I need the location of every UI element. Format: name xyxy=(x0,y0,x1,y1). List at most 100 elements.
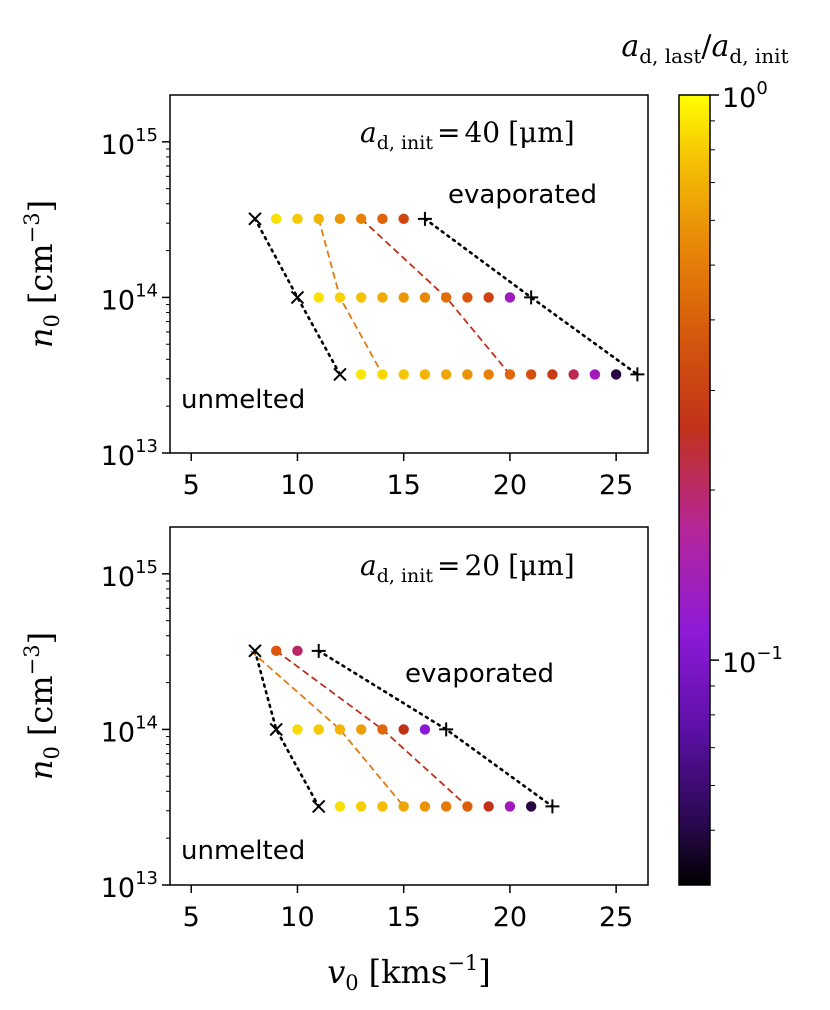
y-tick-label: 1014 xyxy=(101,712,158,748)
x-axis-label: v0 [kms−1] xyxy=(327,951,491,995)
bottom-y-ticks: 1013 1014 1015 xyxy=(101,557,170,904)
bottom-y-axis-label: n0[cm−3] xyxy=(20,632,64,780)
data-point xyxy=(504,369,516,380)
data-point xyxy=(419,369,431,380)
data-point xyxy=(292,645,303,657)
top-data-points xyxy=(271,213,622,380)
x-tick-label: 15 xyxy=(387,902,421,933)
bottom-unmelted-label: unmelted xyxy=(181,836,305,866)
top-evaporated-label: evaporated xyxy=(448,180,597,210)
data-point xyxy=(377,213,388,225)
top-boundary-markers xyxy=(248,211,645,382)
data-point xyxy=(334,801,346,812)
data-point xyxy=(483,369,494,380)
top-plot-frame xyxy=(169,94,649,454)
data-point xyxy=(462,369,473,380)
bottom-evaporated-label: evaporated xyxy=(405,659,554,689)
contour-line-0 xyxy=(317,218,384,375)
top-y-ticks: 1013 1014 1015 xyxy=(101,125,170,472)
data-point xyxy=(440,292,452,303)
data-point xyxy=(610,369,622,380)
data-point xyxy=(568,369,579,380)
data-point xyxy=(419,801,431,812)
x-tick-label: 20 xyxy=(493,470,527,501)
data-point xyxy=(462,801,473,812)
data-point xyxy=(334,213,346,225)
evaporated-marker xyxy=(545,799,560,814)
evaporated-marker xyxy=(524,290,539,305)
top-dashed-lines xyxy=(317,218,511,375)
data-point xyxy=(334,724,346,735)
data-point xyxy=(313,724,324,735)
colorbar-label: ad, last/ad, init xyxy=(621,29,788,68)
data-point xyxy=(271,645,282,657)
data-point xyxy=(271,213,282,225)
y-tick-label: 1015 xyxy=(101,557,158,593)
x-tick-label: 15 xyxy=(387,470,421,501)
colorbar-tick-label: 100 xyxy=(722,78,768,114)
bottom-plot-frame xyxy=(169,526,649,886)
data-point xyxy=(504,292,516,303)
data-point xyxy=(504,801,516,812)
data-point xyxy=(356,213,367,225)
y-tick-label: 1013 xyxy=(101,868,158,904)
bottom-annotation: ad, init = 20 [μm] xyxy=(360,549,575,587)
unmelted-marker xyxy=(248,644,262,658)
y-tick-label: 1013 xyxy=(101,436,158,472)
data-point xyxy=(377,292,388,303)
unmelted-marker xyxy=(333,367,347,382)
data-point xyxy=(525,369,537,380)
x-tick-label: 5 xyxy=(183,902,200,933)
data-point xyxy=(377,801,388,812)
unmelted-marker xyxy=(312,799,326,814)
data-point xyxy=(419,724,431,735)
bottom-data-points xyxy=(271,645,537,812)
data-point xyxy=(356,292,367,303)
y-tick-label: 1014 xyxy=(101,280,158,316)
top-unmelted-label: unmelted xyxy=(181,385,305,415)
x-tick-label: 25 xyxy=(599,902,633,933)
colorbar-tick-label: 10−1 xyxy=(722,643,783,679)
top-x-ticks: 5 10 15 20 25 xyxy=(183,453,633,501)
bottom-panel: 5 10 15 20 25 1013 1014 1015 ad, init = 20 [μm] e… xyxy=(20,526,649,995)
unmelted-boundary-line xyxy=(253,649,321,808)
top-annotation: ad, init = 40 [μm] xyxy=(360,116,575,154)
data-point xyxy=(525,801,537,812)
unmelted-boundary-line xyxy=(253,217,342,376)
colorbar-gradient xyxy=(679,95,710,885)
x-tick-label: 10 xyxy=(280,470,314,501)
data-point xyxy=(356,801,367,812)
colorbar: 100 10−1 ad, last/ad, init xyxy=(621,29,789,886)
data-point xyxy=(292,724,303,735)
data-point xyxy=(483,292,494,303)
unmelted-marker xyxy=(248,212,262,226)
bottom-x-ticks: 5 10 15 20 25 xyxy=(183,885,633,933)
evaporated-marker xyxy=(417,211,432,226)
data-point xyxy=(398,213,409,225)
data-point xyxy=(377,369,388,380)
data-point xyxy=(398,369,409,380)
data-point xyxy=(589,369,601,380)
evaporated-marker xyxy=(439,722,454,737)
x-tick-label: 5 xyxy=(183,470,200,501)
data-point xyxy=(292,213,303,225)
data-point xyxy=(334,292,346,303)
data-point xyxy=(483,801,494,812)
bottom-boundary-markers xyxy=(248,643,560,814)
contour-line-0 xyxy=(250,650,405,807)
evaporated-marker xyxy=(630,367,645,382)
data-point xyxy=(398,724,409,735)
data-point xyxy=(313,213,324,225)
evaporated-marker xyxy=(311,643,326,658)
data-point xyxy=(356,369,367,380)
data-point xyxy=(440,369,452,380)
top-y-axis-label: n0[cm−3] xyxy=(20,200,64,348)
data-point xyxy=(377,724,388,735)
y-tick-label: 1015 xyxy=(101,125,158,161)
data-point xyxy=(547,369,558,380)
data-point xyxy=(440,801,452,812)
colorbar-ticks: 100 10−1 xyxy=(710,78,783,831)
data-point xyxy=(398,292,409,303)
